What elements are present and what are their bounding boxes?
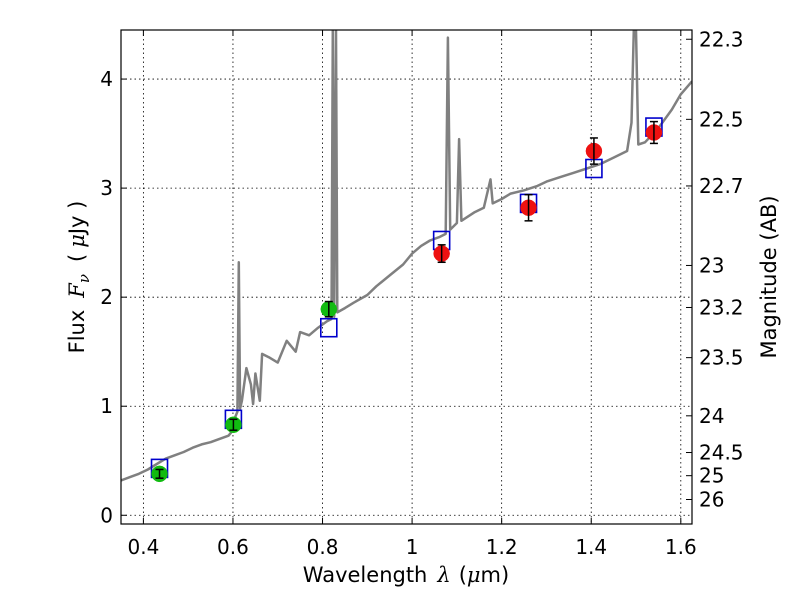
y-tick-label: 3 [100,176,113,200]
y-axis-label: FluxFν(μJy ) [65,201,93,354]
magnitude-tick-label: 24 [699,404,724,428]
y-tick-label: 0 [100,503,113,527]
magnitude-tick-label: 22.7 [699,174,744,198]
x-tick-label: 0.8 [307,535,339,559]
magnitude-tick-label: 24.5 [699,441,744,465]
grid-lines [121,30,692,524]
model-photometry-square [319,317,338,338]
x-tick-label: 0.4 [127,535,159,559]
magnitude-tick-label: 22.5 [699,107,744,131]
x-tick-label: 0.6 [217,535,249,559]
y-tick-label: 2 [100,285,113,309]
plot-frame [120,29,693,525]
magnitude-tick-label: 22.3 [699,27,744,51]
x-tick-label: 1.4 [575,535,607,559]
magnitude-tick-label: 23.2 [699,295,744,319]
x-tick-label: 1 [406,535,419,559]
x-tick-label: 1.6 [665,535,697,559]
magnitude-tick-label: 23 [699,253,724,277]
magnitude-tick-label: 23.5 [699,346,744,370]
magnitude-tick-label: 25 [699,464,724,488]
y-tick-label: 1 [100,394,113,418]
x-tick-label: 1.2 [486,535,518,559]
y-tick-label: 4 [100,67,113,91]
axis-ticks: 0.4 0.6 0.8 1 1.2 1.4 1.60123422.322.522.72323… [100,27,743,559]
plot-area [121,30,692,483]
magnitude-tick-label: 26 [699,488,724,512]
magnitude-axis-label: Magnitude (AB) [757,195,781,358]
x-axis-label: Wavelength λ (μm) [303,563,509,587]
